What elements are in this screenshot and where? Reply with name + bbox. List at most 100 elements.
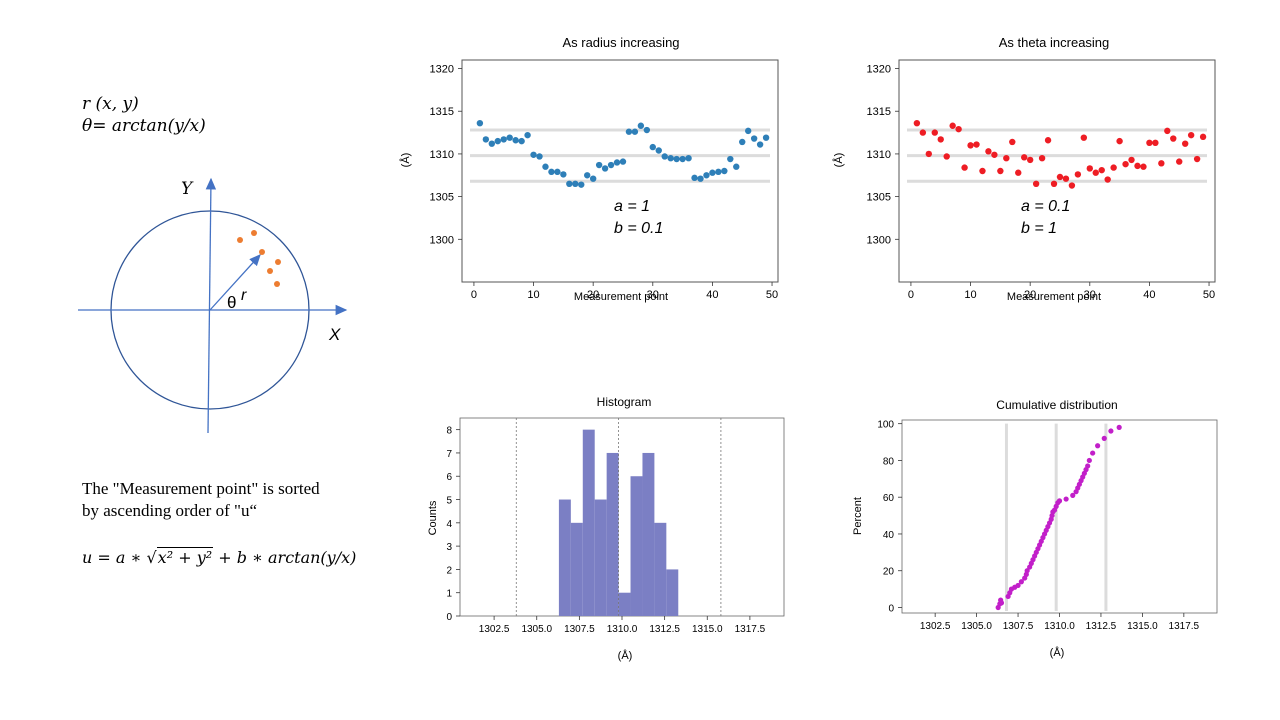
- data-point: [1032, 180, 1040, 188]
- x-axis-title: (Å): [1050, 646, 1065, 659]
- data-point: [1024, 568, 1030, 574]
- x-tick-label: 50: [1203, 289, 1215, 301]
- data-point: [931, 129, 938, 136]
- histogram-bar: [594, 499, 607, 616]
- theta-symbol: θ: [227, 293, 236, 312]
- x-tick-label: 1317.5: [735, 624, 766, 635]
- histogram-bar: [618, 592, 631, 616]
- data-point: [1086, 457, 1092, 464]
- x-axis-label: X: [328, 325, 341, 344]
- annotation-a: a = 0.1: [1021, 198, 1070, 215]
- y-tick-label: 1320: [867, 64, 891, 76]
- data-point: [727, 155, 734, 163]
- x-tick-label: 10: [527, 289, 539, 301]
- data-point: [1199, 133, 1207, 141]
- data-point: [1187, 131, 1195, 139]
- data-point: [661, 153, 668, 160]
- chart-title: As radius increasing: [562, 35, 679, 50]
- data-point: [1050, 180, 1058, 188]
- data-point: [985, 148, 992, 155]
- data-point: [1070, 492, 1076, 498]
- chart-cumulative: Cumulative distribution 1302.5 1305.0 1307…: [852, 398, 1218, 659]
- y-tick-label: 4: [446, 519, 452, 530]
- data-point: [697, 175, 704, 182]
- data-point: [1056, 173, 1064, 181]
- data-point: [631, 128, 639, 135]
- r-symbol: r: [241, 287, 247, 304]
- chart-title: As theta increasing: [999, 35, 1110, 50]
- x-tick-label: 1310.0: [607, 624, 638, 635]
- y-tick-label: 1300: [430, 234, 454, 246]
- y-tick-label: 3: [446, 542, 452, 553]
- y-tick-label: 5: [446, 496, 452, 507]
- y-axis-title: (Å): [832, 153, 845, 168]
- data-point: [1181, 140, 1189, 147]
- data-point: [536, 153, 543, 160]
- data-point: [566, 180, 573, 188]
- data-point: [1122, 160, 1129, 168]
- data-point: [554, 168, 561, 176]
- data-point: [691, 174, 698, 182]
- data-point: [1116, 137, 1123, 145]
- x-axis-title: Measurement point: [574, 291, 668, 303]
- data-point: [1176, 158, 1183, 165]
- histogram-bar: [654, 522, 667, 616]
- histogram-bar: [666, 569, 679, 616]
- data-point: [1090, 450, 1096, 456]
- y-ticks: 0 1 2 3 4 5 6 7 8: [446, 426, 460, 623]
- data-point: [1062, 175, 1070, 182]
- y-tick-label: 1310: [867, 149, 891, 161]
- data-point: [1074, 171, 1082, 178]
- data-point: [685, 154, 692, 162]
- data-point: [1015, 582, 1021, 589]
- data-point: [548, 168, 555, 176]
- data-point: [625, 128, 633, 135]
- y-tick-label: 1315: [430, 106, 454, 118]
- y-axis-title: Percent: [852, 497, 864, 535]
- data-point: [1134, 162, 1141, 170]
- y-tick-label: 100: [877, 420, 894, 431]
- data-point: [488, 140, 496, 147]
- data-point: [744, 127, 752, 135]
- data-point: [542, 163, 549, 170]
- data-point: [955, 125, 962, 133]
- data-points: [995, 424, 1122, 611]
- data-point: [961, 164, 968, 171]
- data-point: [673, 155, 680, 163]
- annotation-b: b = 1: [1021, 220, 1057, 237]
- x-tick-label: 1302.5: [479, 624, 510, 635]
- sqrt-sign: √: [146, 548, 157, 567]
- data-point: [1092, 169, 1099, 176]
- data-point: [494, 137, 501, 145]
- data-point: [578, 181, 585, 188]
- sample-point: [237, 237, 243, 243]
- polar-diagram: Y X θ r: [78, 177, 348, 434]
- histogram-bar: [558, 499, 571, 616]
- x-ticks: 1302.5 1305.0 1307.5 1310.0 1312.5 1315.0 1317…: [920, 613, 1200, 632]
- data-point: [1101, 435, 1107, 441]
- data-point: [937, 136, 944, 143]
- data-point: [733, 163, 740, 170]
- data-point: [500, 136, 507, 143]
- chart-histogram: Histogram 1302.5 1305.0 1307.5 1310.0 1312.5…: [427, 395, 785, 662]
- y-axis-label: Y: [181, 179, 194, 199]
- x-tick-label: 1305.0: [521, 624, 552, 635]
- data-point: [913, 119, 921, 127]
- data-point: [739, 138, 746, 146]
- x-tick-label: 0: [908, 289, 914, 301]
- sample-point: [251, 230, 257, 236]
- chart-title: Histogram: [597, 395, 652, 409]
- y-ticks: 1300 1305 1310 1315 1320: [867, 64, 899, 246]
- data-point: [1026, 156, 1034, 164]
- x-tick-label: 1302.5: [920, 621, 951, 632]
- y-tick-label: 6: [446, 472, 452, 483]
- data-point: [997, 167, 1004, 175]
- data-point: [919, 129, 927, 136]
- x-tick-label: 1315.0: [692, 624, 723, 635]
- x-tick-label: 1305.0: [961, 621, 992, 632]
- histogram-bar: [606, 452, 619, 616]
- u-formula-lhs: u = a ∗: [82, 548, 147, 567]
- y-tick-label: 1320: [430, 64, 454, 76]
- data-point: [721, 167, 728, 175]
- x-tick-label: 10: [964, 289, 976, 301]
